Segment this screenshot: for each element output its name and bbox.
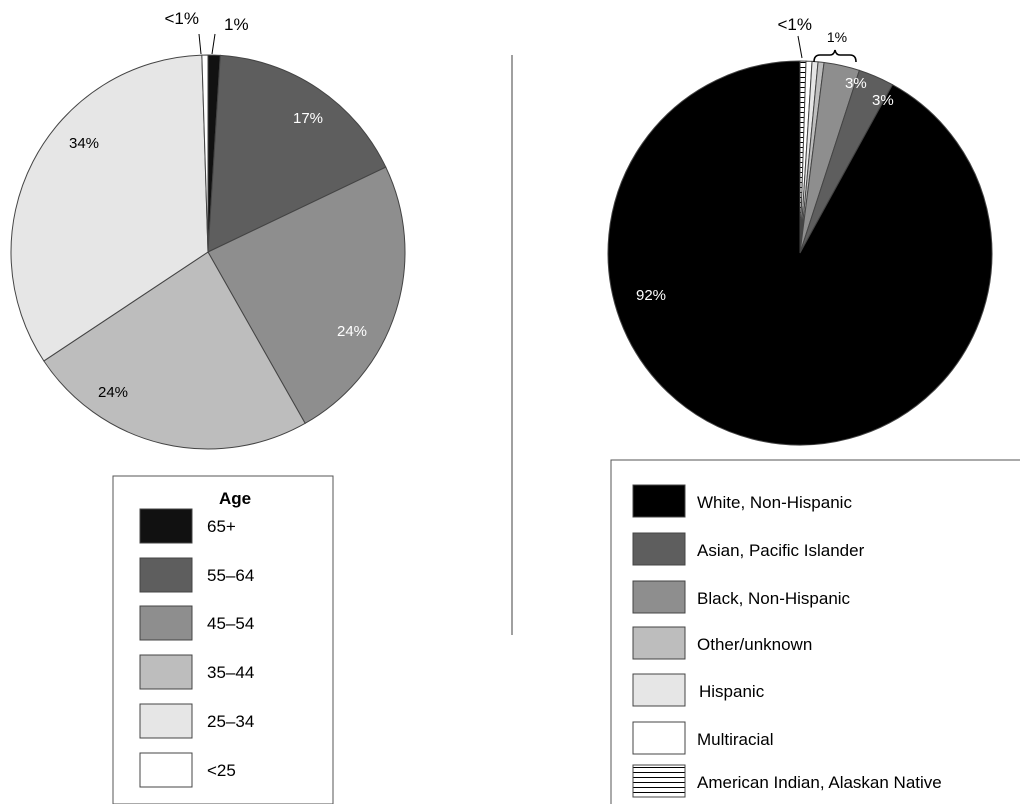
pie-slice-age-35-44 <box>43 251 306 450</box>
pie-slice-race-white-non-hispanic <box>607 60 993 446</box>
legend-label-age-35-44: 35–44 <box>207 663 254 682</box>
leader-line-race-ai <box>797 35 803 59</box>
legend-swatch-race-white-non-hispanic <box>632 484 686 518</box>
legend-label-age-25-34: 25–34 <box>207 712 254 731</box>
legend-swatch-age-65 <box>139 508 193 544</box>
legend-swatch-age-55-64 <box>139 557 193 593</box>
group-brace <box>813 49 857 63</box>
legend-swatch-age-25-34 <box>139 703 193 739</box>
leader-line-65 <box>211 33 216 55</box>
pie-slice-age-25 <box>201 54 209 253</box>
data-label-age-35-44: 24% <box>98 384 128 401</box>
data-label-age-under-25: <1% <box>165 9 200 28</box>
pie-slice-age-25-34 <box>10 54 209 362</box>
legend-swatch-race-black-non-hispanic <box>632 580 686 614</box>
legend-label-race-other-unknown: Other/unknown <box>697 635 812 654</box>
legend-swatch-race-multiracial <box>632 721 686 755</box>
legend-swatch-age-25 <box>139 752 193 788</box>
legend-label-race-asian-pacific-islander: Asian, Pacific Islander <box>697 541 865 560</box>
legend-title: Age <box>219 489 251 508</box>
legend-label-race-white-non-hispanic: White, Non-Hispanic <box>697 493 852 512</box>
legend-label-race-black-non-hispanic: Black, Non-Hispanic <box>697 589 851 608</box>
data-label-age-55-64: 17% <box>293 110 323 127</box>
legend-age: Age 65+ 55–64 45–54 35–44 25–34 <25 <box>112 475 334 805</box>
data-label-age-25-34: 34% <box>69 135 99 152</box>
legend-label-age-45-54: 45–54 <box>207 614 254 633</box>
legend-swatch-race-hispanic <box>632 673 686 707</box>
legend-label-age-55-64: 55–64 <box>207 566 254 585</box>
legend-label-age-25: <25 <box>207 761 236 780</box>
legend-label-race-hispanic: Hispanic <box>699 682 765 701</box>
data-label-race-asian: 3% <box>872 92 894 109</box>
data-label-age-45-54: 24% <box>337 323 367 340</box>
legend-swatch-age-35-44 <box>139 654 193 690</box>
legend-swatch-age-45-54 <box>139 605 193 641</box>
legend-swatch-race-asian-pacific-islander <box>632 532 686 566</box>
pie-slice-age-55-64 <box>207 54 387 253</box>
data-label-race-black: 3% <box>845 75 867 92</box>
pie-slice-age-45-54 <box>207 166 406 425</box>
leader-line-under-25 <box>198 33 202 55</box>
data-label-race-white: 92% <box>636 287 666 304</box>
legend-label-age-65: 65+ <box>207 517 236 536</box>
data-label-race-group: 1% <box>827 29 847 45</box>
age-pie-chart: 17% 24% 24% 34% 1% <1% Age 65+ 55–64 45–54 35–44 25… <box>10 9 406 805</box>
legend-swatch-race-american-indian-alaskan-native <box>632 764 686 798</box>
data-label-age-65: 1% <box>224 15 249 34</box>
legend-label-race-american-indian-alaskan-native: American Indian, Alaskan Native <box>697 773 942 792</box>
data-label-race-american-indian: <1% <box>778 15 813 34</box>
legend-race: White, Non-Hispanic Asian, Pacific Island… <box>610 459 1020 809</box>
legend-swatch-race-other-unknown <box>632 626 686 660</box>
legend-label-race-multiracial: Multiracial <box>697 730 774 749</box>
race-pie-chart: 92% 3% 3% <1% 1% White, Non-Hispanic Asian, Pa… <box>607 15 1020 809</box>
